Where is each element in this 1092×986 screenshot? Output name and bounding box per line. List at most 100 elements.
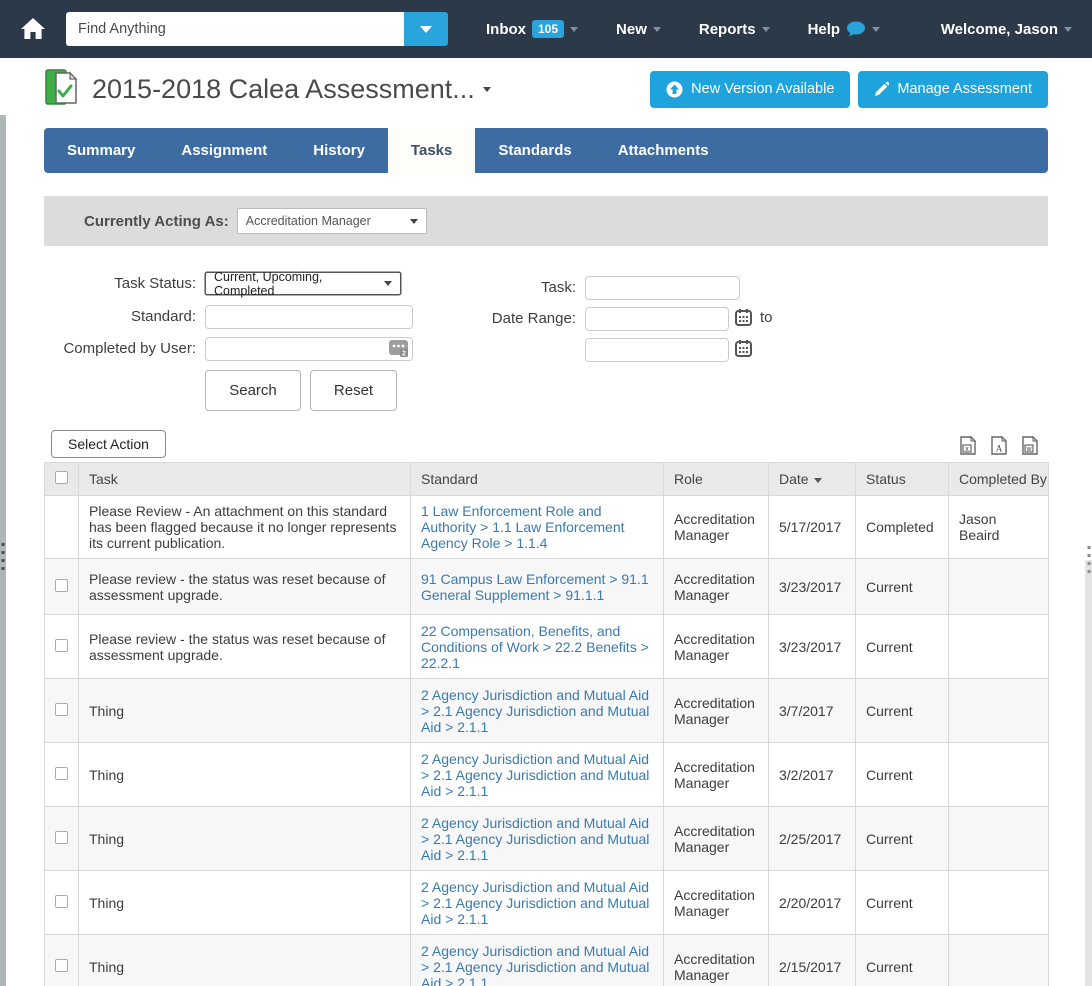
standard-link[interactable]: 2 Agency Jurisdiction and Mutual Aid > 2… — [421, 751, 649, 799]
task-cell: Please Review - An attachment on this st… — [79, 496, 411, 559]
global-search — [66, 12, 448, 46]
completed-by-cell — [949, 679, 1049, 743]
table-row: Please review - the status was reset bec… — [45, 559, 1049, 615]
row-checkbox[interactable] — [55, 831, 68, 844]
completed-by-cell — [949, 743, 1049, 807]
date-cell: 2/25/2017 — [769, 807, 856, 871]
search-input[interactable] — [66, 12, 404, 46]
checkbox-cell — [45, 871, 79, 935]
task-filter-input[interactable] — [585, 276, 740, 300]
standard-label: Standard: — [44, 305, 196, 329]
acting-as-select[interactable]: Accreditation Manager — [237, 208, 427, 234]
row-checkbox[interactable] — [55, 639, 68, 652]
standard-link[interactable]: 22 Compensation, Benefits, and Condition… — [421, 623, 649, 671]
date-cell: 5/17/2017 — [769, 496, 856, 559]
standard-link[interactable]: 1 Law Enforcement Role and Authority > 1… — [421, 503, 625, 551]
left-edge-grip[interactable] — [0, 115, 6, 986]
standard-cell: 1 Law Enforcement Role and Authority > 1… — [411, 496, 664, 559]
reset-button[interactable]: Reset — [310, 370, 397, 411]
acting-as-label: Currently Acting As: — [84, 213, 229, 230]
row-checkbox[interactable] — [55, 703, 68, 716]
chevron-down-icon — [483, 87, 491, 92]
page-title[interactable]: 2015-2018 Calea Assessment... — [92, 74, 491, 105]
tab-attachments[interactable]: Attachments — [595, 128, 732, 173]
chevron-down-icon — [570, 27, 578, 32]
user-picker-icon[interactable]: 2 — [388, 339, 409, 363]
column-header-task[interactable]: Task — [79, 463, 411, 496]
row-checkbox[interactable] — [55, 579, 68, 592]
chevron-down-icon — [1064, 27, 1072, 32]
row-checkbox[interactable] — [55, 895, 68, 908]
role-cell: Accreditation Manager — [664, 807, 769, 871]
column-header-role[interactable]: Role — [664, 463, 769, 496]
export-word-icon[interactable]: w — [1022, 436, 1038, 460]
checkbox-cell — [45, 935, 79, 986]
nav-new[interactable]: New — [616, 21, 661, 38]
standard-cell: 2 Agency Jurisdiction and Mutual Aid > 2… — [411, 743, 664, 807]
tab-standards[interactable]: Standards — [475, 128, 594, 173]
task-cell: Thing — [79, 807, 411, 871]
task-status-select[interactable]: Current, Upcoming, Completed — [205, 272, 401, 295]
table-row: Thing2 Agency Jurisdiction and Mutual Ai… — [45, 679, 1049, 743]
standard-link[interactable]: 2 Agency Jurisdiction and Mutual Aid > 2… — [421, 943, 649, 986]
task-cell: Please review - the status was reset bec… — [79, 615, 411, 679]
row-checkbox[interactable] — [55, 767, 68, 780]
chevron-down-icon — [872, 27, 880, 32]
manage-assessment-button[interactable]: Manage Assessment — [858, 71, 1048, 108]
table-header-row: TaskStandardRoleDateStatusCompleted By — [45, 463, 1049, 496]
role-cell: Accreditation Manager — [664, 871, 769, 935]
tab-tasks[interactable]: Tasks — [388, 128, 475, 173]
select-action-button[interactable]: Select Action — [51, 430, 166, 458]
standard-link[interactable]: 2 Agency Jurisdiction and Mutual Aid > 2… — [421, 815, 649, 863]
column-header-completed-by[interactable]: Completed By — [949, 463, 1049, 496]
nav-inbox[interactable]: Inbox 105 — [486, 20, 578, 38]
status-cell: Current — [856, 743, 949, 807]
search-button[interactable]: Search — [205, 370, 301, 411]
status-cell: Current — [856, 871, 949, 935]
table-row: Thing2 Agency Jurisdiction and Mutual Ai… — [45, 935, 1049, 986]
column-header-standard[interactable]: Standard — [411, 463, 664, 496]
task-cell: Please review - the status was reset bec… — [79, 559, 411, 615]
export-pdf-icon[interactable]: A — [991, 436, 1007, 460]
column-header-status[interactable]: Status — [856, 463, 949, 496]
new-version-button[interactable]: New Version Available — [650, 71, 850, 108]
select-all-checkbox[interactable] — [55, 471, 68, 484]
status-cell: Completed — [856, 496, 949, 559]
right-edge-grip[interactable] — [1085, 560, 1092, 986]
date-from-input[interactable] — [585, 307, 729, 331]
role-cell: Accreditation Manager — [664, 679, 769, 743]
checkbox-cell — [45, 615, 79, 679]
nav-help[interactable]: Help — [808, 21, 881, 38]
home-icon[interactable] — [20, 17, 50, 41]
standard-link[interactable]: 91 Campus Law Enforcement > 91.1 General… — [421, 571, 649, 603]
acting-as-band: Currently Acting As: Accreditation Manag… — [44, 196, 1048, 246]
checkbox-cell — [45, 496, 79, 559]
tab-assignment[interactable]: Assignment — [158, 128, 290, 173]
standard-link[interactable]: 2 Agency Jurisdiction and Mutual Aid > 2… — [421, 879, 649, 927]
task-cell: Thing — [79, 871, 411, 935]
completed-by-cell — [949, 871, 1049, 935]
search-dropdown-button[interactable] — [404, 12, 448, 46]
standard-link[interactable]: 2 Agency Jurisdiction and Mutual Aid > 2… — [421, 687, 649, 735]
completed-by-input[interactable] — [205, 337, 413, 361]
column-header-date[interactable]: Date — [769, 463, 856, 496]
standard-input[interactable] — [205, 305, 413, 329]
nav-user-menu[interactable]: Welcome, Jason — [941, 21, 1072, 38]
standard-cell: 2 Agency Jurisdiction and Mutual Aid > 2… — [411, 679, 664, 743]
standard-cell: 22 Compensation, Benefits, and Condition… — [411, 615, 664, 679]
tab-history[interactable]: History — [290, 128, 388, 173]
task-cell: Thing — [79, 679, 411, 743]
task-cell: Thing — [79, 743, 411, 807]
new-version-label: New Version Available — [691, 81, 834, 97]
table-row: Thing2 Agency Jurisdiction and Mutual Ai… — [45, 743, 1049, 807]
chevron-down-icon — [653, 27, 661, 32]
nav-reports[interactable]: Reports — [699, 21, 770, 38]
row-checkbox[interactable] — [55, 959, 68, 972]
export-excel-icon[interactable]: x — [960, 436, 976, 460]
filter-area: Task Status: Current, Upcoming, Complete… — [44, 246, 1048, 430]
calendar-icon[interactable] — [735, 308, 752, 331]
calendar-icon[interactable] — [735, 339, 752, 362]
date-range-to-label: to — [760, 309, 773, 326]
date-to-input[interactable] — [585, 338, 729, 362]
tab-summary[interactable]: Summary — [44, 128, 158, 173]
